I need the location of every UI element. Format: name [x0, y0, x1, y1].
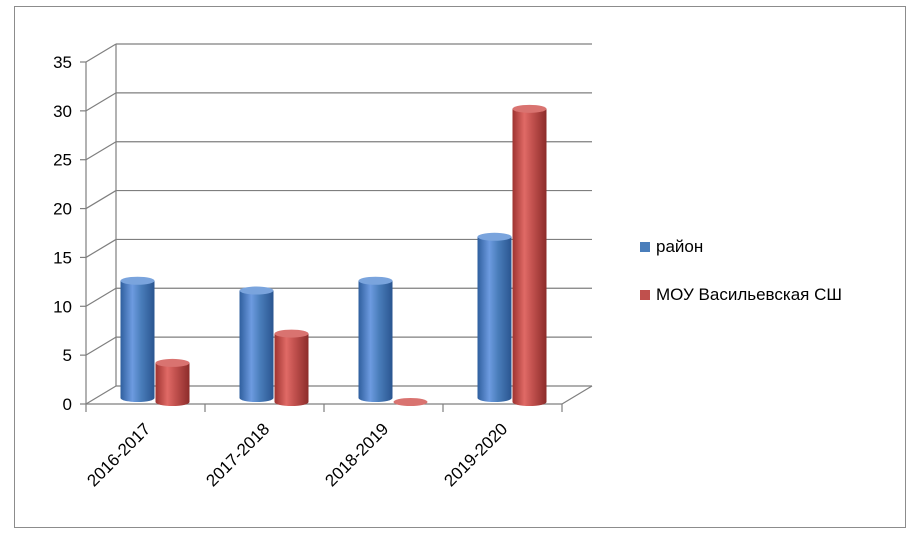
bar-top: [155, 358, 190, 367]
legend-item-school: МОУ Васильевская СШ: [640, 284, 842, 306]
bar-body: [155, 362, 190, 406]
bar-body: [477, 236, 512, 402]
bar-body: [120, 280, 155, 402]
gridline-depth: [85, 385, 117, 405]
x-tick-label: 2018-2019: [321, 419, 392, 490]
bar-body: [239, 290, 274, 402]
bar-top: [393, 398, 428, 406]
gridline-depth: [85, 287, 117, 307]
bar-top: [120, 276, 155, 285]
y-tick-label: 15: [53, 248, 72, 267]
bar-top: [274, 329, 309, 338]
gridline-depth: [85, 141, 117, 161]
legend-swatch-school: [640, 290, 650, 300]
bar-rayon: [477, 232, 512, 402]
bar-school: [155, 358, 190, 406]
gridline-depth: [85, 92, 117, 112]
y-tick-label: 25: [53, 151, 72, 170]
gridline-depth: [85, 336, 117, 356]
y-tick-label: 30: [53, 102, 72, 121]
bar-school: [393, 398, 428, 406]
x-tick-label: 2017-2018: [202, 419, 273, 490]
bars: [120, 104, 547, 406]
y-tick-label: 5: [63, 346, 72, 365]
legend: район МОУ Васильевская СШ: [640, 236, 842, 332]
y-tick-label: 0: [63, 395, 72, 414]
bar-rayon: [120, 276, 155, 402]
bar-rayon: [358, 276, 393, 402]
x-tick-label: 2016-2017: [83, 419, 154, 490]
bar-body: [512, 108, 547, 406]
y-tick-label: 20: [53, 200, 72, 219]
gridline-depth: [85, 238, 117, 258]
legend-label-rayon: район: [656, 237, 704, 256]
bar-top: [239, 286, 274, 295]
bar-body: [274, 333, 309, 406]
tick-labels: 0 5 10 15 20 25 30 35 2016-2017 2017-2018 2018-201…: [53, 53, 511, 490]
legend-item-rayon: район: [640, 236, 842, 258]
gridline-depth: [85, 190, 117, 210]
bar-school: [512, 104, 547, 406]
bar-top: [477, 232, 512, 241]
y-tick-label: 10: [53, 297, 72, 316]
bar-top: [358, 276, 393, 285]
bar-body: [358, 280, 393, 402]
bar-rayon: [239, 286, 274, 402]
y-tick-label: 35: [53, 53, 72, 72]
legend-label-school: МОУ Васильевская СШ: [656, 285, 842, 304]
x-tick-label: 2019-2020: [440, 419, 511, 490]
gridline-depth: [85, 43, 117, 63]
x-axis-depth: [561, 385, 593, 405]
legend-swatch-rayon: [640, 242, 650, 252]
bar-school: [274, 329, 309, 406]
bar-top: [512, 104, 547, 113]
